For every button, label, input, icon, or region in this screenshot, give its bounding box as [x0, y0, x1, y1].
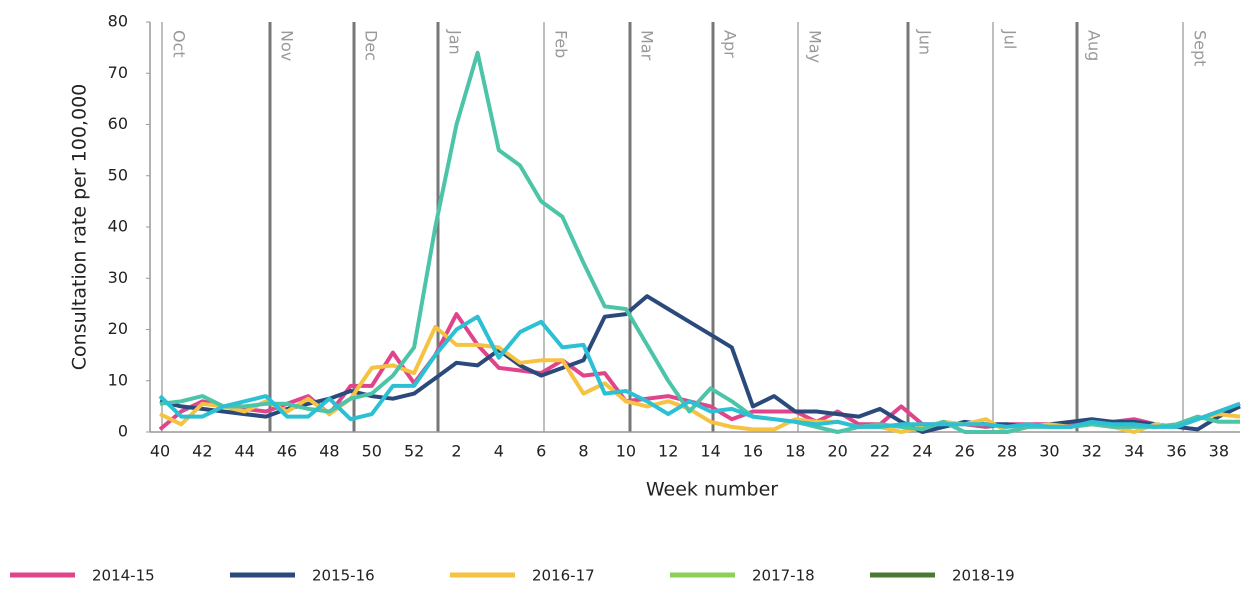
x-tick-label: 48 [319, 442, 339, 461]
legend-label: 2016-17 [532, 567, 595, 585]
legend-label: 2017-18 [752, 567, 815, 585]
x-tick-label: 32 [1082, 442, 1102, 461]
x-tick-label: 40 [150, 442, 170, 461]
x-tick-label: 16 [743, 442, 763, 461]
legend-label: 2015-16 [312, 567, 375, 585]
y-tick-label: 60 [108, 114, 128, 133]
x-tick-label: 38 [1209, 442, 1229, 461]
x-tick-label: 46 [277, 442, 297, 461]
x-tick-label: 6 [536, 442, 546, 461]
x-tick-label: 18 [785, 442, 805, 461]
y-tick-label: 70 [108, 63, 128, 82]
x-axis-title: Week number [646, 479, 778, 501]
x-tick-label: 44 [235, 442, 255, 461]
y-tick-label: 10 [108, 370, 128, 389]
y-tick-label: 50 [108, 165, 128, 184]
x-tick-label: 24 [912, 442, 932, 461]
legend-label: 2018-19 [952, 567, 1015, 585]
x-tick-label: 26 [955, 442, 975, 461]
x-tick-label: 20 [827, 442, 847, 461]
x-tick-label: 34 [1124, 442, 1144, 461]
y-tick-label: 20 [108, 319, 128, 338]
series-line [159, 294, 1241, 434]
x-tick-label: 10 [616, 442, 636, 461]
x-tick-label: 28 [997, 442, 1017, 461]
x-tick-label: 2 [451, 442, 461, 461]
x-tick-label: 50 [362, 442, 382, 461]
month-label: May [806, 30, 825, 63]
month-label: Apr [721, 30, 740, 58]
x-tick-label: 22 [870, 442, 890, 461]
month-label: Dec [362, 30, 381, 61]
x-tick-label: 36 [1166, 442, 1186, 461]
month-label: Oct [170, 30, 189, 58]
x-tick-label: 14 [700, 442, 720, 461]
x-tick-label: 30 [1039, 442, 1059, 461]
x-tick-label: 52 [404, 442, 424, 461]
month-label: Jun [916, 29, 935, 55]
x-tick-label: 42 [192, 442, 212, 461]
month-label: Aug [1085, 30, 1104, 61]
month-label: Nov [278, 30, 297, 61]
month-label: Jan [446, 29, 465, 55]
month-label: Feb [552, 30, 571, 58]
x-tick-label: 4 [494, 442, 504, 461]
y-tick-label: 40 [108, 217, 128, 236]
month-label: Sept [1191, 30, 1210, 66]
y-axis-title: Consultation rate per 100,000 [69, 84, 91, 370]
x-tick-label: 8 [578, 442, 588, 461]
y-tick-label: 30 [108, 268, 128, 287]
y-tick-label: 80 [108, 12, 128, 31]
y-tick-label: 0 [118, 422, 128, 441]
month-label: Jul [1001, 29, 1020, 49]
legend-label: 2014-15 [92, 567, 155, 585]
x-tick-label: 12 [658, 442, 678, 461]
month-label: Mar [638, 30, 657, 61]
series-line [158, 314, 1241, 429]
